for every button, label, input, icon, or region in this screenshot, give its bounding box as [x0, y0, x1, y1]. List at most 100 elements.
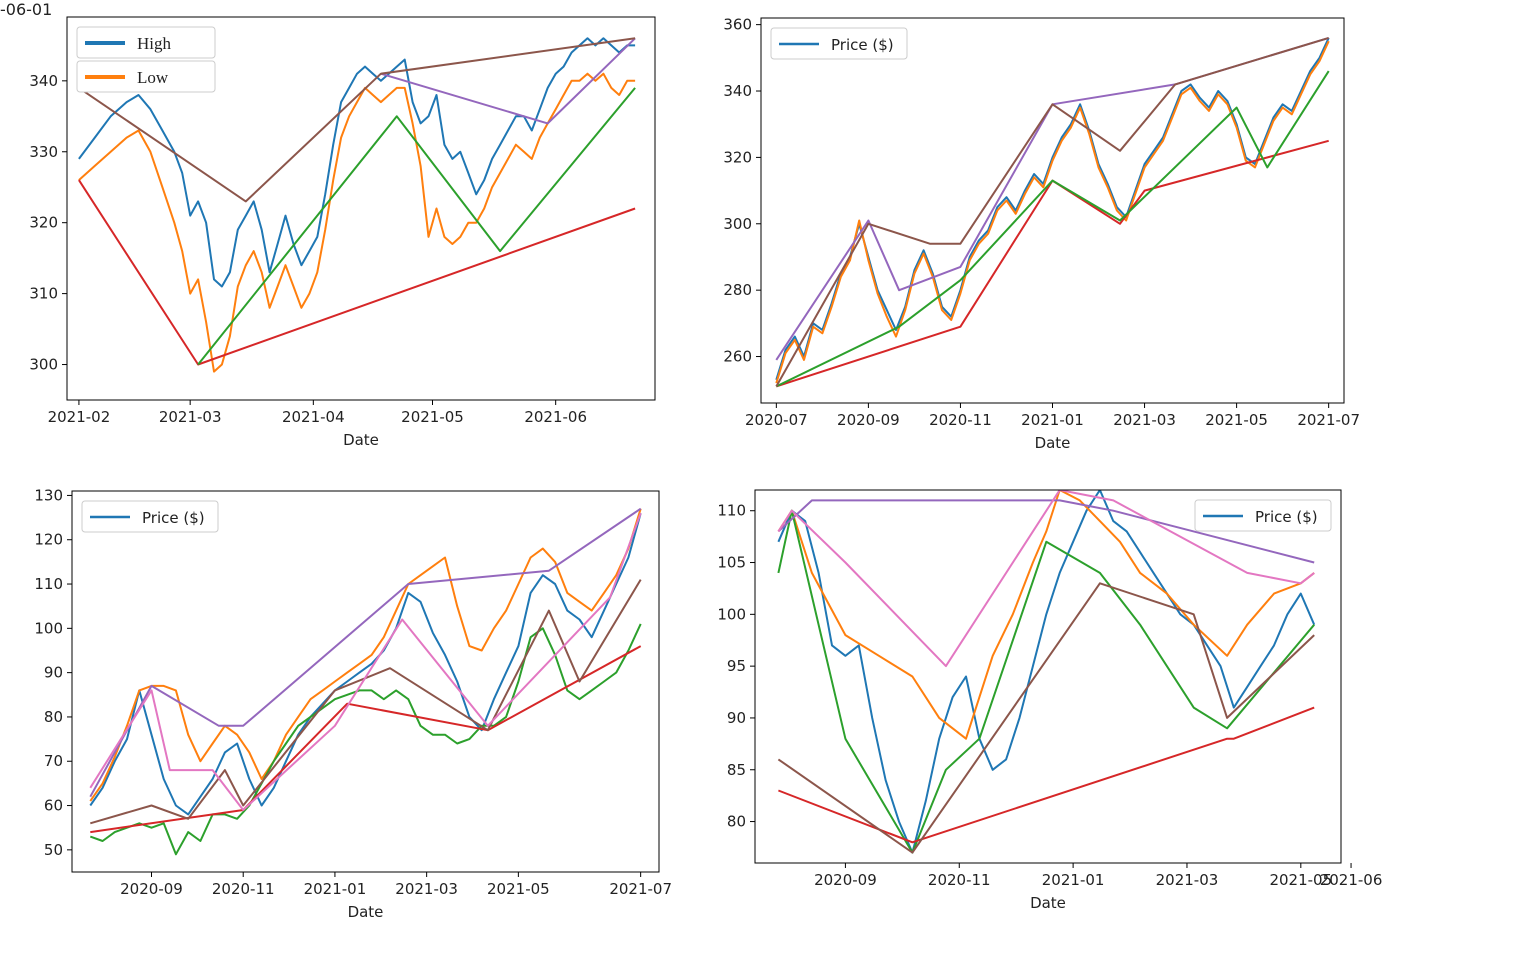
- series-group: [777, 490, 1316, 854]
- series-line-2: [775, 40, 1330, 384]
- x-tick-label: 2021-02: [48, 408, 111, 426]
- y-tick-label: 70: [44, 752, 63, 770]
- legend: Price ($): [770, 27, 908, 60]
- x-tick-label: 2021-03: [1156, 871, 1219, 889]
- series-line-5: [380, 37, 636, 125]
- chart-panel-1: 300 310 320 330 340 2021-02 2021-03 2021-04 2021…: [29, 16, 656, 449]
- series-line-2: [777, 490, 1315, 740]
- x-axis-label: Date: [348, 903, 384, 921]
- legend-box: [76, 60, 216, 93]
- x-tick-label: 2021-07: [1297, 411, 1360, 429]
- x-tick-label: 2020-11: [212, 880, 275, 898]
- legend-label: Price ($): [142, 509, 205, 527]
- y-tick-label: 60: [44, 797, 63, 815]
- y-tick-label: 85: [727, 761, 746, 779]
- y-tick-label: 110: [717, 502, 746, 520]
- series-group: [78, 37, 636, 373]
- x-tick-label: 2021-03: [395, 880, 458, 898]
- y-tick-label: 80: [44, 708, 63, 726]
- y-tick-label: 130: [34, 486, 63, 504]
- series-line-4: [90, 645, 642, 834]
- chart-panel-2: 260 280 300 320 340 360 2020-07 2020-09 2020-11 2…: [723, 16, 1360, 452]
- y-tick-label: 120: [34, 531, 63, 549]
- y-tick-label: 300: [29, 356, 58, 374]
- x-tick-label: 2021-01: [1042, 871, 1105, 889]
- x-tick-label: 2021-03: [159, 408, 222, 426]
- series-line-3: [89, 623, 642, 856]
- series-line-4: [778, 706, 1315, 844]
- y-tick-label: 105: [717, 554, 746, 572]
- legend-box: [770, 27, 908, 60]
- y-tick-label: 280: [723, 281, 752, 299]
- x-tick-label: 2021-05: [401, 408, 464, 426]
- x-axis-label: Date: [343, 431, 379, 449]
- x-tick-label: 2021-05: [1205, 411, 1268, 429]
- x-tick-label: 2021-03: [1113, 411, 1176, 429]
- series-group: [89, 507, 642, 856]
- series-line-3: [78, 179, 636, 366]
- series-line-5: [775, 36, 1329, 361]
- legend: Price ($): [81, 500, 219, 533]
- series-line-3: [777, 509, 1315, 854]
- y-tick-label: 90: [727, 709, 746, 727]
- x-tick-label: 2021-01: [304, 880, 367, 898]
- series-group: [775, 36, 1330, 388]
- series-line-6: [777, 499, 1315, 564]
- series-line-5: [90, 579, 642, 825]
- x-tick-label: 2021-04: [282, 408, 345, 426]
- series-line-2: [89, 508, 642, 802]
- chart-panel-4: 80 85 90 95 100 105 110 2020-09 2020-11 2021-01 20…: [717, 489, 1382, 912]
- x-tick-label: 2020-09: [120, 880, 183, 898]
- series-line-7: [777, 490, 1315, 668]
- x-tick-label: 2020-07: [745, 411, 808, 429]
- plot-frame: [754, 489, 1342, 864]
- legend-label: Price ($): [1255, 508, 1318, 526]
- legend-label: Price ($): [831, 36, 894, 54]
- series-line-7: [89, 512, 642, 811]
- plot-frame: [66, 16, 656, 401]
- y-tick-label: 320: [29, 214, 58, 232]
- y-tick-label: 340: [723, 82, 752, 100]
- series-line-4: [197, 87, 636, 366]
- y-tick-label: 110: [34, 575, 63, 593]
- series-line-1: [777, 490, 1316, 854]
- y-tick-label: 300: [723, 215, 752, 233]
- legend-label: High: [137, 34, 172, 53]
- legend-label: Low: [137, 68, 169, 87]
- x-tick-label: 2020-11: [928, 871, 991, 889]
- y-tick-label: 340: [29, 72, 58, 90]
- y-tick-label: 90: [44, 664, 63, 682]
- series-line-4: [775, 70, 1330, 388]
- y-tick-label: 50: [44, 841, 63, 859]
- x-tick-label: 2020-09: [837, 411, 900, 429]
- series-line-3: [775, 139, 1329, 388]
- legend-box: [76, 26, 216, 59]
- x-tick-label: 2020-09: [814, 871, 877, 889]
- x-axis-label: Date: [1030, 894, 1066, 912]
- plot-frame: [760, 17, 1345, 404]
- series-line-1: [89, 512, 642, 816]
- legend-box: [1194, 499, 1332, 532]
- y-tick-label: 360: [723, 16, 752, 34]
- x-tick-label: 2020-11: [929, 411, 992, 429]
- y-tick-label: 80: [727, 813, 746, 831]
- y-tick-label: 100: [717, 605, 746, 623]
- x-tick-label: 2021-01: [1021, 411, 1084, 429]
- series-line-6: [78, 37, 636, 203]
- y-tick-label: 310: [29, 285, 58, 303]
- corner-date-label: -06-01: [0, 0, 53, 19]
- y-tick-label: 95: [727, 657, 746, 675]
- x-tick-label: 2021-06: [524, 408, 587, 426]
- y-tick-label: 260: [723, 348, 752, 366]
- y-tick-label: 330: [29, 143, 58, 161]
- legend: High Low: [76, 26, 216, 93]
- legend: Price ($): [1194, 499, 1332, 532]
- series-line-6: [89, 507, 642, 798]
- x-tick-label: 2021-07: [609, 880, 672, 898]
- y-tick-label: 100: [34, 619, 63, 637]
- x-tick-label: 2021-05: [487, 880, 550, 898]
- chart-panel-3: 50 60 70 80 90 100 110 120 130 2020-09 2020-11 2021…: [34, 486, 672, 921]
- x-axis-label: Date: [1035, 434, 1071, 452]
- series-line-5: [777, 582, 1315, 854]
